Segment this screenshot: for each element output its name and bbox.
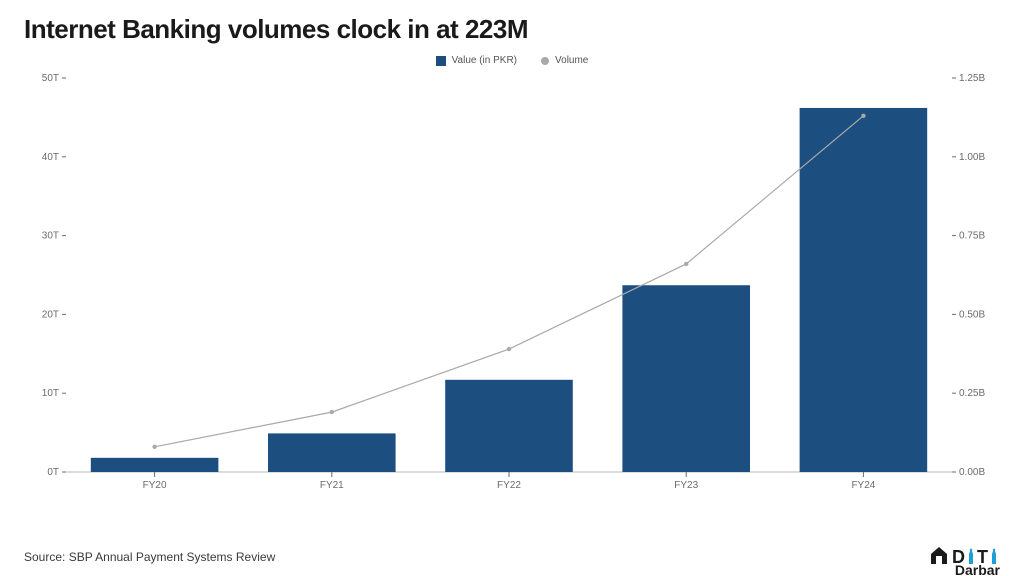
svg-text:FY22: FY22 [497, 480, 521, 491]
page-title: Internet Banking volumes clock in at 223… [24, 14, 1000, 45]
house-icon [928, 542, 950, 566]
chart-legend: Value (in PKR) Volume [24, 55, 1000, 66]
volume-point [330, 410, 334, 414]
svg-text:FY24: FY24 [851, 480, 875, 491]
legend-item-volume: Volume [541, 55, 588, 66]
svg-text:FY20: FY20 [143, 480, 167, 491]
legend-label: Value (in PKR) [452, 55, 517, 66]
bar [445, 380, 573, 472]
volume-point [684, 262, 688, 266]
svg-text:0.50B: 0.50B [959, 309, 985, 320]
bar-swatch-icon [436, 56, 446, 66]
svg-text:40T: 40T [42, 152, 59, 163]
source-footer: Source: SBP Annual Payment Systems Revie… [24, 550, 275, 564]
volume-point [152, 445, 156, 449]
bar [268, 433, 396, 472]
svg-text:1.25B: 1.25B [959, 73, 985, 84]
chart-page: Internet Banking volumes clock in at 223… [0, 0, 1024, 576]
volume-point [861, 114, 865, 118]
bar [800, 108, 928, 472]
svg-text:FY21: FY21 [320, 480, 344, 491]
svg-text:0.25B: 0.25B [959, 388, 985, 399]
svg-text:FY23: FY23 [674, 480, 698, 491]
volume-point [507, 347, 511, 351]
svg-text:10T: 10T [42, 388, 59, 399]
svg-text:0T: 0T [47, 467, 59, 478]
bar [91, 458, 219, 472]
bar-line-chart: 0T 10T 20T 30T 40T 50T 0.00B 0.25B 0.50B 0.75B 1.0… [24, 70, 1000, 500]
legend-label: Volume [555, 55, 588, 66]
svg-text:30T: 30T [42, 231, 59, 242]
svg-text:1.00B: 1.00B [959, 152, 985, 163]
dot-swatch-icon [541, 57, 549, 65]
legend-item-value: Value (in PKR) [436, 55, 517, 66]
svg-text:50T: 50T [42, 73, 59, 84]
logo-text-suffix: Darbar [955, 562, 1000, 576]
svg-text:0.75B: 0.75B [959, 231, 985, 242]
chart-container: 0T 10T 20T 30T 40T 50T 0.00B 0.25B 0.50B 0.75B 1.0… [24, 70, 1000, 500]
svg-text:20T: 20T [42, 309, 59, 320]
bar [622, 285, 750, 472]
svg-text:0.00B: 0.00B [959, 467, 985, 478]
